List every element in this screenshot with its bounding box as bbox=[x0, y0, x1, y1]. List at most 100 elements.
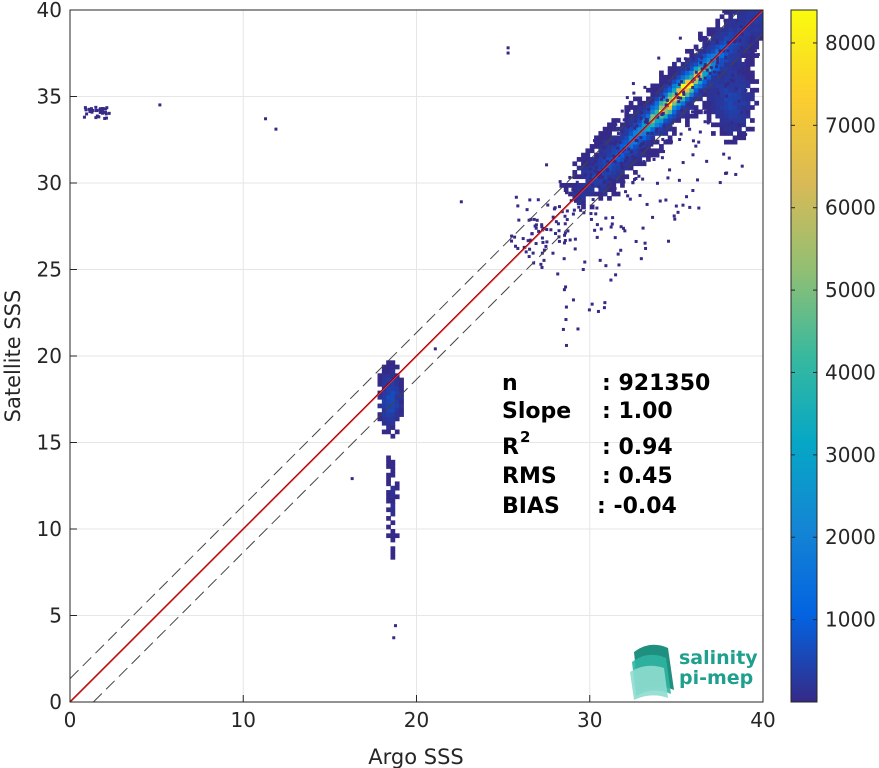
density-cell bbox=[689, 61, 695, 67]
density-cell bbox=[596, 171, 600, 175]
density-cell bbox=[706, 109, 712, 115]
density-cell bbox=[667, 74, 673, 80]
density-cell bbox=[754, 31, 760, 37]
density-cell bbox=[647, 107, 651, 111]
density-cell bbox=[654, 83, 660, 89]
density-cell bbox=[715, 35, 721, 41]
density-cell bbox=[688, 127, 692, 131]
density-cell bbox=[620, 122, 625, 128]
density-cell bbox=[576, 187, 582, 193]
density-cell bbox=[659, 74, 664, 80]
density-cell bbox=[724, 10, 729, 15]
density-cell bbox=[585, 148, 591, 154]
stat-value-r2: : 0.94 bbox=[602, 435, 673, 460]
density-cell bbox=[565, 218, 569, 222]
density-cell bbox=[633, 122, 638, 128]
density-cell bbox=[737, 87, 742, 93]
density-cell bbox=[745, 10, 751, 15]
density-cell bbox=[724, 94, 728, 98]
y-tick-label: 15 bbox=[37, 431, 62, 455]
density-cell bbox=[716, 92, 720, 96]
density-cell bbox=[693, 92, 699, 97]
density-cell bbox=[691, 85, 695, 89]
density-cell bbox=[386, 507, 391, 513]
density-cell bbox=[724, 92, 729, 97]
density-cell bbox=[750, 61, 755, 67]
density-cell bbox=[676, 118, 682, 123]
density-cell bbox=[655, 127, 659, 131]
density-cell bbox=[724, 79, 729, 84]
density-cell bbox=[676, 105, 682, 110]
density-cell bbox=[84, 108, 88, 112]
density-cell bbox=[563, 239, 567, 243]
density-cell bbox=[399, 412, 404, 417]
density-cell bbox=[524, 250, 528, 254]
density-cell bbox=[732, 122, 738, 128]
density-cell bbox=[651, 140, 655, 144]
density-cell bbox=[738, 39, 742, 43]
density-cell bbox=[646, 87, 651, 93]
density-cell bbox=[722, 49, 726, 53]
density-cell bbox=[390, 360, 396, 366]
density-cell bbox=[719, 122, 725, 128]
density-cell bbox=[663, 113, 669, 119]
density-cell bbox=[598, 148, 604, 154]
density-cell bbox=[611, 191, 617, 197]
density-cell bbox=[685, 70, 690, 76]
density-cell bbox=[664, 103, 668, 107]
density-cell bbox=[390, 433, 396, 439]
density-cell bbox=[741, 79, 747, 84]
density-cell bbox=[718, 49, 722, 53]
density-cell bbox=[741, 67, 745, 71]
density-cell bbox=[530, 232, 534, 236]
density-cell bbox=[551, 251, 555, 255]
y-tick-label: 10 bbox=[37, 517, 62, 541]
density-cell bbox=[646, 135, 651, 141]
density-cell bbox=[650, 152, 656, 158]
density-cell bbox=[624, 148, 630, 154]
density-cell bbox=[712, 70, 716, 74]
density-cell bbox=[521, 237, 525, 241]
density-cell bbox=[657, 56, 661, 60]
density-cell bbox=[399, 381, 404, 387]
density-cell bbox=[732, 53, 738, 58]
density-cell bbox=[734, 39, 738, 43]
density-cell bbox=[715, 87, 721, 93]
density-cell bbox=[386, 364, 391, 370]
density-cell bbox=[711, 66, 716, 71]
density-cell bbox=[741, 40, 747, 45]
density-cell bbox=[724, 100, 729, 106]
density-cell bbox=[719, 35, 725, 41]
density-cell bbox=[599, 140, 603, 144]
density-cell bbox=[724, 83, 728, 87]
density-cell bbox=[745, 79, 751, 84]
density-cell bbox=[531, 251, 535, 255]
x-tick-label: 20 bbox=[404, 708, 429, 732]
density-cell bbox=[750, 79, 755, 84]
density-cell bbox=[650, 100, 656, 106]
density-cell bbox=[674, 204, 678, 208]
density-cell bbox=[615, 126, 621, 132]
density-cell bbox=[667, 239, 671, 243]
density-cell bbox=[750, 105, 755, 110]
density-cell bbox=[386, 464, 391, 469]
density-cell bbox=[667, 96, 673, 102]
density-cell bbox=[667, 87, 673, 93]
density-cell bbox=[719, 70, 725, 76]
density-cell bbox=[103, 110, 107, 114]
density-cell bbox=[693, 66, 699, 71]
density-cell bbox=[728, 131, 734, 136]
density-cell bbox=[750, 74, 755, 80]
density-cell bbox=[390, 368, 396, 374]
density-cell bbox=[572, 161, 578, 167]
density-cell bbox=[745, 66, 751, 71]
density-cell bbox=[386, 416, 391, 422]
density-cell bbox=[737, 131, 742, 136]
density-cell bbox=[564, 318, 568, 322]
density-cell bbox=[641, 135, 647, 141]
density-cell bbox=[672, 87, 677, 93]
density-cell bbox=[667, 109, 673, 115]
density-cell bbox=[719, 83, 725, 89]
density-cell bbox=[390, 485, 396, 491]
density-cell bbox=[573, 189, 577, 193]
